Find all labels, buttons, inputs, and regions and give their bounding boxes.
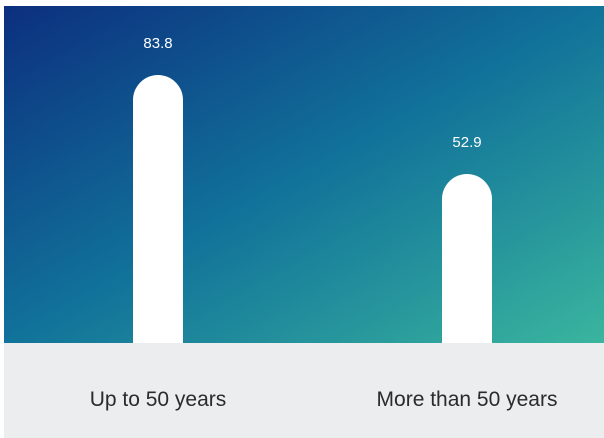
gradient-fill xyxy=(4,6,604,343)
category-label-band: Up to 50 years More than 50 years xyxy=(4,343,604,438)
value-label-more-than-50-years: 52.9 xyxy=(452,133,482,151)
bar-up-to-50-years xyxy=(133,74,183,343)
category-label-more-than-50-years: More than 50 years xyxy=(376,388,558,411)
plot-area: 83.8 52.9 xyxy=(4,6,604,343)
plot-background xyxy=(4,6,604,343)
bar-more-than-50-years xyxy=(442,173,492,343)
value-label-up-to-50-years: 83.8 xyxy=(143,34,173,52)
category-label-up-to-50-years: Up to 50 years xyxy=(89,388,227,411)
